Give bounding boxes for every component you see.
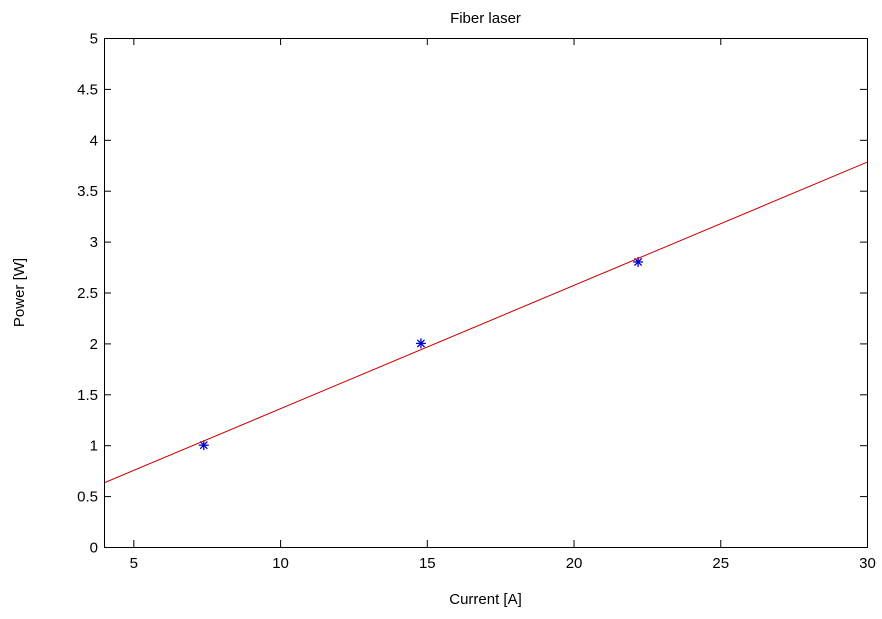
chart-title: Fiber laser bbox=[450, 10, 521, 27]
x-tick-label: 20 bbox=[566, 555, 583, 572]
y-tick-label: 3 bbox=[90, 234, 98, 251]
y-tick-label: 2 bbox=[90, 336, 98, 353]
plot-frame bbox=[104, 38, 868, 548]
data-point bbox=[198, 440, 209, 451]
series-layer bbox=[103, 161, 868, 484]
y-tick-label: 0 bbox=[90, 540, 98, 557]
fit-line bbox=[103, 161, 868, 484]
y-tick-label: 5 bbox=[90, 31, 98, 48]
x-tick-label: 5 bbox=[130, 555, 138, 572]
y-tick-label: 2.5 bbox=[77, 285, 98, 302]
x-tick-label: 10 bbox=[272, 555, 289, 572]
y-tick-label: 1 bbox=[90, 438, 98, 455]
tick-layer: 5 10 15 20 25 30 0 0.5 1 1.5 2 2.5 3 3.5 4 4.5 5 bbox=[77, 31, 876, 573]
x-axis-title: Current [A] bbox=[449, 591, 522, 608]
data-point bbox=[415, 338, 426, 349]
x-tick-label: 30 bbox=[859, 555, 876, 572]
x-tick-label: 25 bbox=[712, 555, 729, 572]
y-tick-label: 0.5 bbox=[77, 489, 98, 506]
y-tick-label: 3.5 bbox=[77, 183, 98, 200]
y-axis-title: Power [W] bbox=[11, 258, 28, 327]
y-tick-label: 4.5 bbox=[77, 81, 98, 98]
y-tick-label: 1.5 bbox=[77, 387, 98, 404]
x-tick-label: 15 bbox=[419, 555, 436, 572]
y-tick-label: 4 bbox=[90, 132, 98, 149]
